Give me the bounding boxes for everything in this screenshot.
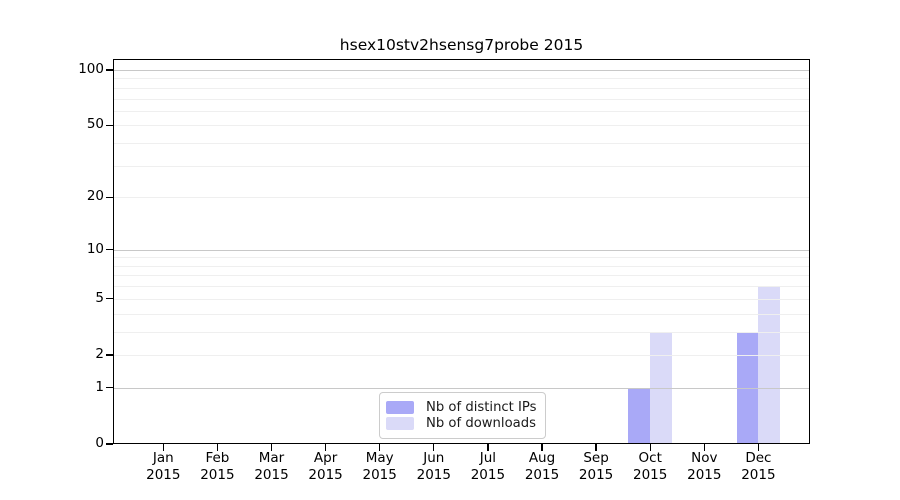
x-axis-label-apr: Apr 2015 bbox=[299, 450, 353, 484]
x-axis-tick-mar bbox=[270, 444, 273, 451]
x-axis-year-dec: 2015 bbox=[741, 467, 776, 483]
y-axis-label-2: 2 bbox=[95, 345, 104, 362]
legend-swatch-downloads bbox=[386, 417, 414, 431]
x-axis-tick-feb bbox=[216, 444, 219, 451]
y-axis-tick-1 bbox=[106, 387, 113, 389]
y-axis-tick-50 bbox=[106, 124, 113, 126]
x-axis-tick-jun bbox=[433, 444, 435, 451]
x-axis-year-jun: 2015 bbox=[416, 467, 451, 483]
gridline-minor-30 bbox=[113, 165, 810, 167]
x-axis-label-mar: Mar 2015 bbox=[245, 450, 299, 484]
x-axis-label-oct: Oct 2015 bbox=[623, 450, 677, 484]
x-axis-year-oct: 2015 bbox=[633, 467, 668, 483]
x-axis-label-aug: Aug 2015 bbox=[515, 450, 569, 484]
y-axis-tick-0 bbox=[106, 443, 113, 445]
y-axis-tick-20 bbox=[106, 196, 113, 198]
plot-area bbox=[113, 59, 810, 444]
x-axis-label-sep: Sep 2015 bbox=[569, 450, 623, 484]
gridline-minor-20 bbox=[113, 197, 810, 199]
y-axis-tick-100 bbox=[106, 69, 113, 71]
gridline-minor-50 bbox=[113, 125, 810, 127]
x-axis-label-jul: Jul 2015 bbox=[461, 450, 515, 484]
gridline-minor-4 bbox=[113, 313, 810, 315]
gridline-minor-9 bbox=[113, 257, 810, 259]
gridline-minor-3 bbox=[113, 331, 810, 333]
x-axis-tick-may bbox=[379, 444, 381, 451]
x-axis-year-nov: 2015 bbox=[687, 467, 722, 483]
x-axis-year-aug: 2015 bbox=[524, 467, 560, 483]
gridline-minor-6 bbox=[113, 286, 810, 288]
y-axis-label-50: 50 bbox=[86, 116, 104, 133]
x-axis-tick-aug bbox=[541, 444, 543, 451]
gridline-minor-7 bbox=[113, 275, 810, 277]
x-axis-year-feb: 2015 bbox=[200, 467, 235, 483]
gridline-major-1 bbox=[113, 387, 810, 389]
bar-distinct-ips-dec bbox=[736, 331, 759, 444]
gridline-minor-80 bbox=[113, 87, 810, 89]
legend: Nb of distinct IPs Nb of downloads bbox=[379, 392, 546, 439]
y-axis-tick-10 bbox=[106, 248, 113, 251]
bar-distinct-ips-oct bbox=[628, 387, 651, 444]
x-axis-label-dec: Dec 2015 bbox=[731, 450, 785, 484]
x-axis-tick-apr bbox=[324, 444, 327, 451]
gridline-minor-5 bbox=[113, 298, 810, 300]
x-axis-label-jun: Jun 2015 bbox=[407, 450, 461, 484]
gridline-minor-40 bbox=[113, 143, 810, 144]
legend-swatch-distinct-ips bbox=[386, 400, 414, 414]
x-axis-tick-nov bbox=[703, 444, 705, 451]
gridline-minor-2 bbox=[113, 354, 810, 356]
y-axis-label-1: 1 bbox=[95, 378, 104, 395]
x-axis-label-jan: Jan 2015 bbox=[136, 450, 190, 484]
x-axis-label-nov: Nov 2015 bbox=[677, 450, 731, 484]
x-axis-year-mar: 2015 bbox=[254, 467, 289, 483]
x-axis-tick-jul bbox=[487, 444, 489, 451]
gridline-major-10 bbox=[113, 249, 810, 251]
y-axis-label-10: 10 bbox=[86, 240, 104, 257]
legend-entry-distinct-ips: Nb of distinct IPs bbox=[386, 399, 537, 416]
x-axis-tick-sep bbox=[595, 444, 597, 451]
x-axis-year-jul: 2015 bbox=[470, 467, 506, 483]
x-axis-year-sep: 2015 bbox=[578, 467, 614, 483]
legend-label-downloads: Nb of downloads bbox=[426, 416, 536, 432]
x-axis-year-apr: 2015 bbox=[308, 467, 343, 483]
bar-downloads-dec bbox=[758, 286, 781, 444]
x-axis-label-feb: Feb 2015 bbox=[190, 450, 244, 484]
x-axis-tick-dec bbox=[757, 444, 760, 451]
y-axis-label-20: 20 bbox=[86, 188, 104, 205]
legend-entry-downloads: Nb of downloads bbox=[386, 416, 536, 433]
x-axis-tick-oct bbox=[649, 444, 651, 451]
gridline-minor-8 bbox=[113, 265, 810, 267]
x-axis-label-may: May 2015 bbox=[353, 450, 407, 484]
x-axis-year-may: 2015 bbox=[362, 467, 397, 483]
chart-title: hsex10stv2hsensg7probe 2015 bbox=[339, 36, 584, 54]
y-axis-label-0: 0 bbox=[95, 435, 104, 451]
gridline-major-100 bbox=[113, 69, 810, 71]
legend-label-distinct-ips: Nb of distinct IPs bbox=[426, 399, 537, 415]
x-axis-tick-jan bbox=[162, 444, 164, 451]
x-axis-year-jan: 2015 bbox=[146, 467, 181, 483]
y-axis-label-100: 100 bbox=[78, 60, 104, 77]
y-axis-tick-2 bbox=[106, 354, 113, 356]
gridline-minor-60 bbox=[113, 110, 810, 112]
y-axis-tick-5 bbox=[106, 298, 113, 300]
gridline-minor-90 bbox=[113, 78, 810, 80]
gridline-minor-70 bbox=[113, 98, 810, 100]
bar-downloads-oct bbox=[650, 331, 672, 444]
y-axis-label-5: 5 bbox=[95, 289, 104, 306]
